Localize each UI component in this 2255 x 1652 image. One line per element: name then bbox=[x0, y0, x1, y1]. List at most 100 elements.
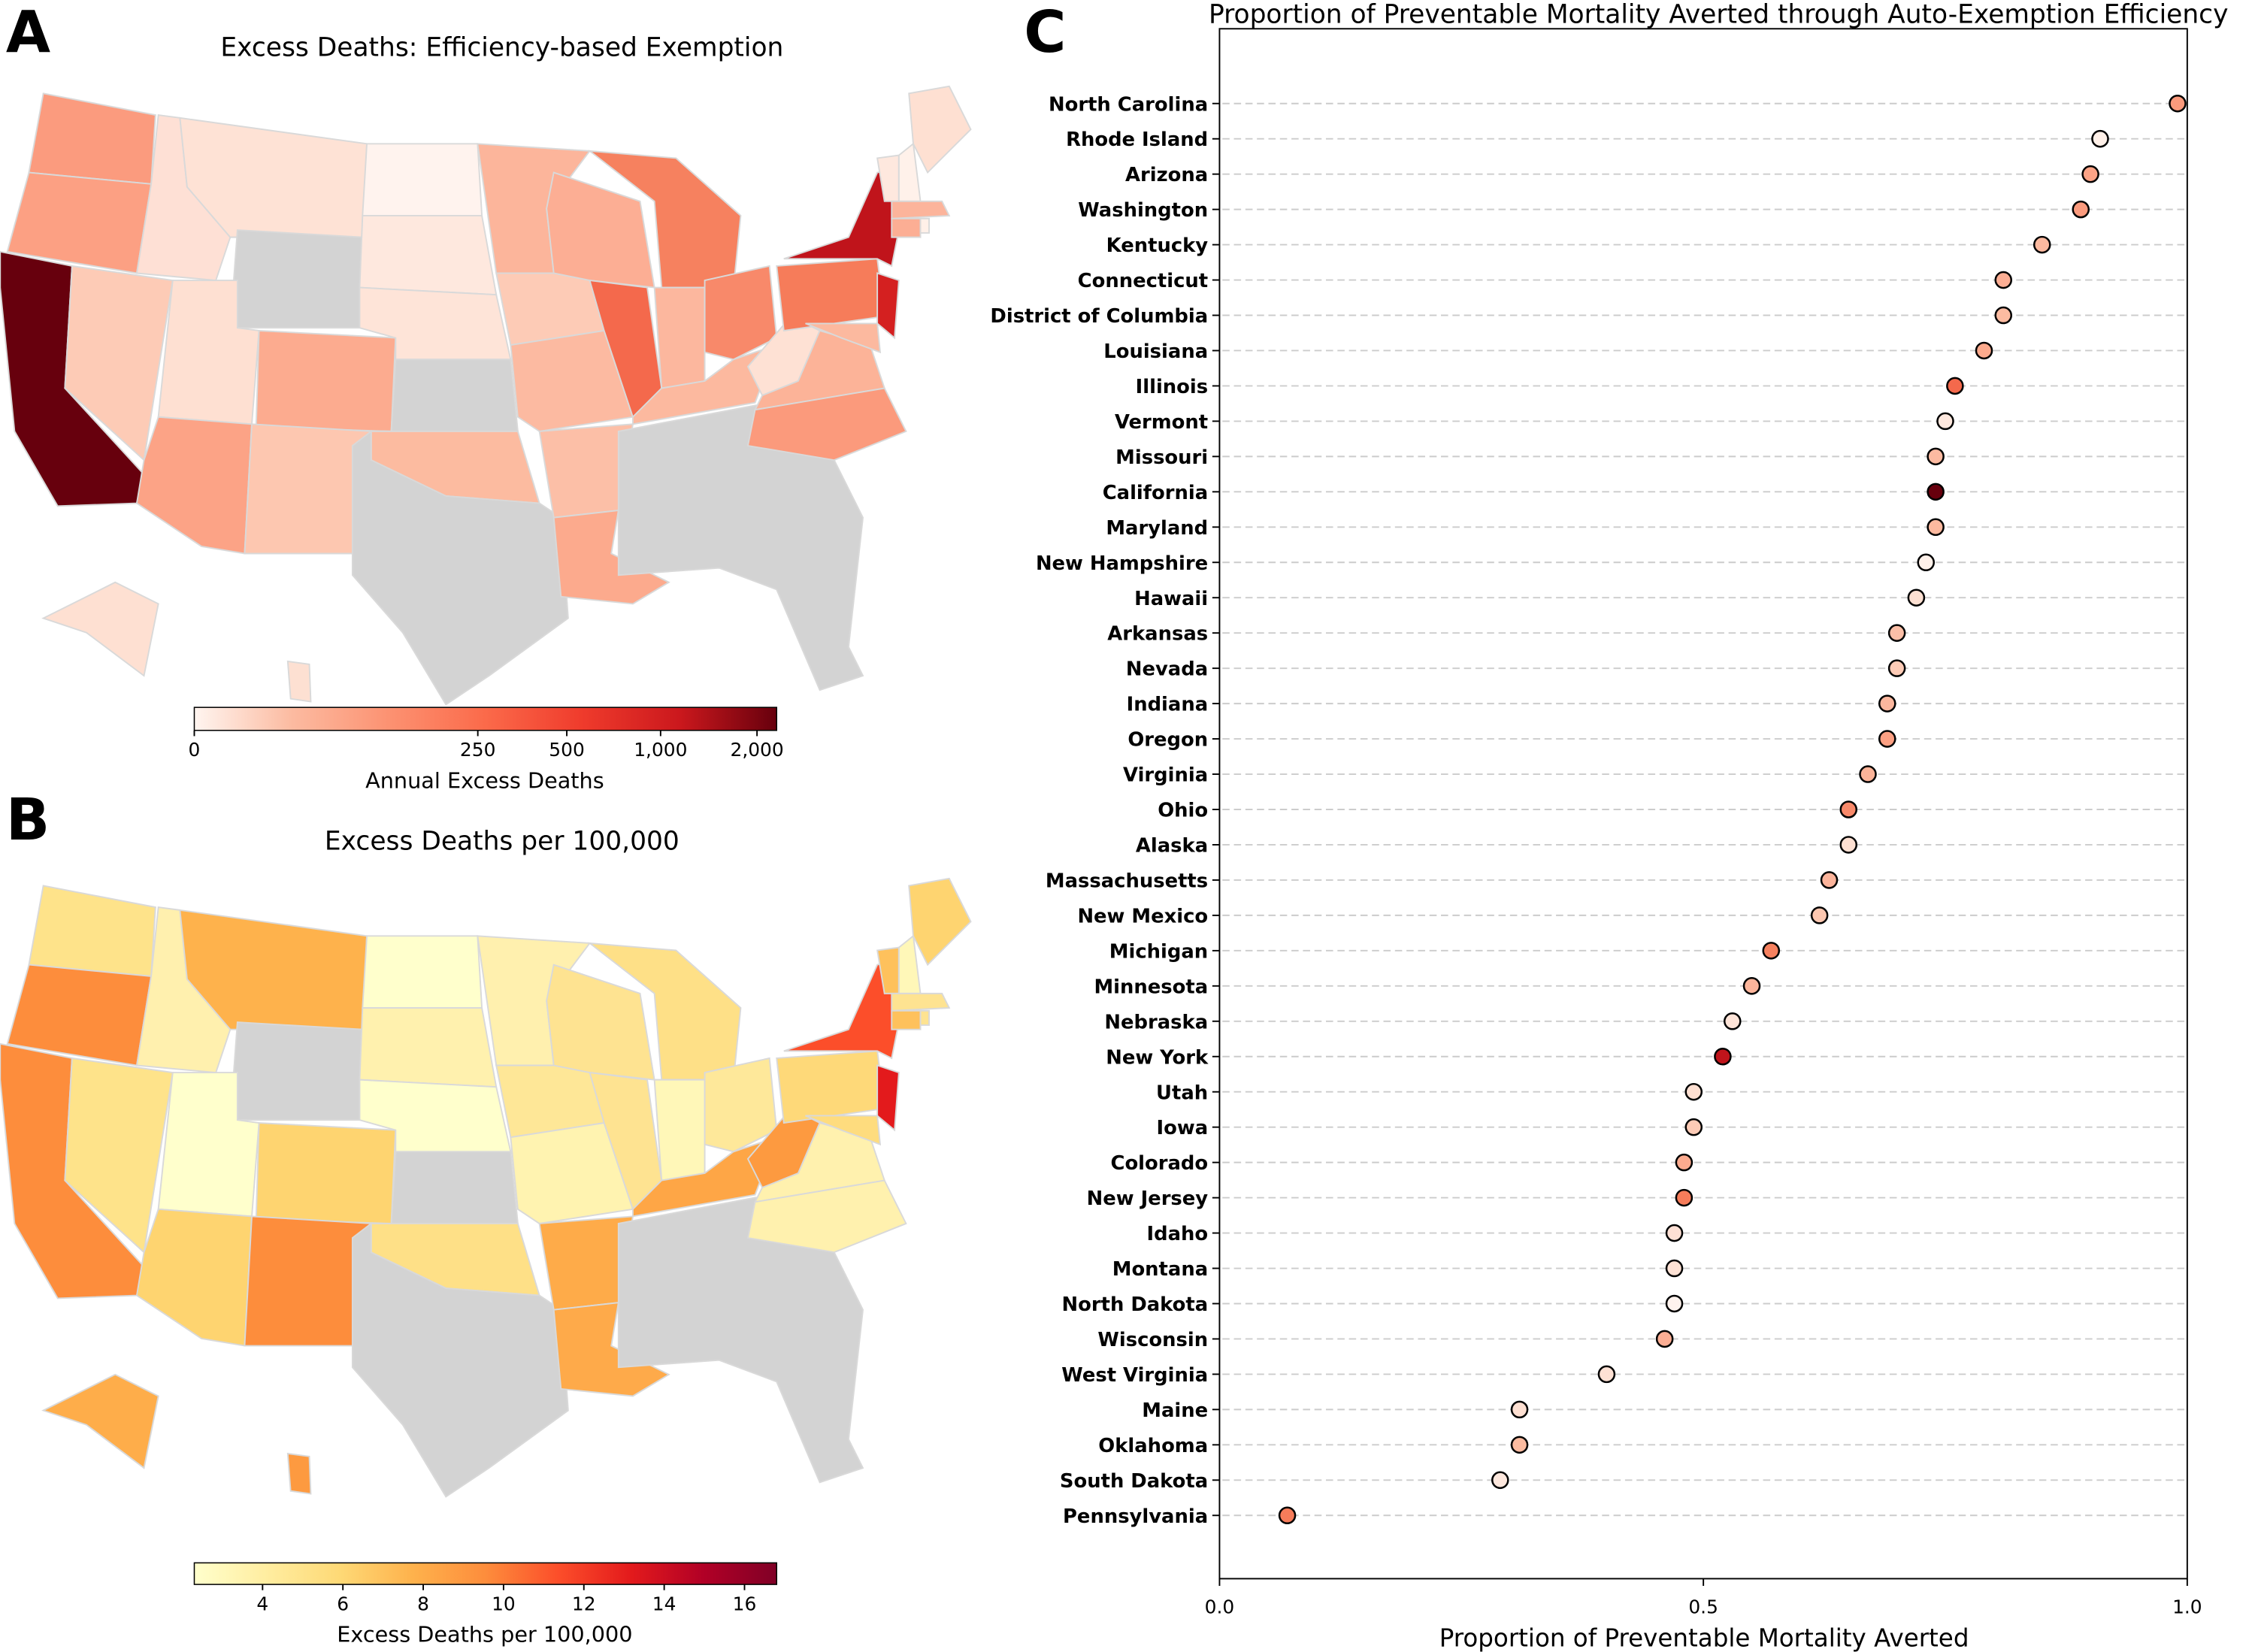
data-point bbox=[1839, 800, 1858, 818]
plot-frame bbox=[1218, 28, 2188, 1580]
colorbar-a bbox=[193, 706, 778, 731]
state-in bbox=[653, 286, 706, 389]
data-point bbox=[1878, 730, 1896, 748]
data-point bbox=[1510, 1436, 1529, 1454]
state-ma bbox=[891, 992, 951, 1012]
data-point bbox=[1724, 1012, 1742, 1030]
data-point bbox=[2072, 200, 2090, 219]
data-point bbox=[1994, 306, 2013, 325]
state-sd bbox=[359, 1007, 498, 1088]
y-tick-label: New Jersey bbox=[1087, 1188, 1209, 1210]
x-tick-label: 1.0 bbox=[2172, 1596, 2202, 1617]
data-point bbox=[2169, 94, 2187, 113]
state-md bbox=[805, 322, 882, 354]
colorbar-a-tick-label: 250 bbox=[460, 739, 495, 761]
data-point bbox=[2091, 129, 2109, 148]
state-mo bbox=[510, 1121, 634, 1224]
state-ct bbox=[891, 217, 922, 238]
y-tick-label: Washington bbox=[1078, 199, 1208, 222]
state-ky bbox=[631, 343, 778, 425]
y-tick-label: California bbox=[1103, 482, 1208, 504]
state-az bbox=[135, 416, 253, 555]
data-point bbox=[1946, 377, 1964, 395]
state-wy bbox=[229, 1021, 364, 1121]
colorbar-a-tick-label: 1,000 bbox=[634, 739, 687, 761]
y-tick-label: North Dakota bbox=[1062, 1293, 1209, 1316]
data-point bbox=[1927, 483, 1945, 501]
data-point bbox=[1975, 341, 1993, 360]
state-wi bbox=[546, 964, 655, 1081]
data-point bbox=[1927, 518, 1945, 537]
data-point bbox=[1917, 553, 1936, 572]
y-tick-label: Utah bbox=[1156, 1082, 1208, 1104]
colorbar-a-label: Annual Excess Deaths bbox=[365, 767, 604, 793]
y-tick-label: South Dakota bbox=[1060, 1470, 1208, 1493]
y-tick-label: Hawaii bbox=[1134, 588, 1208, 610]
data-point bbox=[1665, 1224, 1684, 1242]
state-ct bbox=[891, 1009, 922, 1030]
data-point bbox=[1859, 765, 1877, 783]
y-tick-label: Indiana bbox=[1127, 694, 1209, 716]
colorbar-b-tick-label: 4 bbox=[256, 1593, 268, 1615]
map-excess-deaths bbox=[0, 85, 972, 706]
data-point bbox=[1684, 1118, 1703, 1136]
state-ks bbox=[390, 359, 519, 432]
state-hi bbox=[286, 1452, 312, 1495]
y-tick-label: Virginia bbox=[1123, 764, 1208, 787]
state-nc bbox=[746, 387, 907, 461]
y-tick-label: Maine bbox=[1142, 1399, 1208, 1422]
y-tick-label: Nevada bbox=[1126, 658, 1208, 681]
state-me bbox=[908, 85, 972, 174]
data-point bbox=[2033, 235, 2051, 254]
y-tick-label: Vermont bbox=[1115, 411, 1208, 434]
data-point bbox=[1665, 1259, 1684, 1278]
colorbar-b-tick-label: 14 bbox=[652, 1593, 676, 1615]
data-point bbox=[1887, 659, 1906, 677]
y-tick-label: Connecticut bbox=[1078, 270, 1208, 292]
colorbar-b-ticks: 4 6 8 10 12 14 16 bbox=[256, 1584, 756, 1615]
colorbar-b-tick-label: 8 bbox=[417, 1593, 429, 1615]
chart-c-title: Proportion of Preventable Mortality Aver… bbox=[1209, 0, 2228, 30]
y-tick-label: Illinois bbox=[1136, 376, 1208, 398]
state-nj bbox=[876, 272, 900, 340]
state-ma bbox=[891, 200, 951, 219]
y-tick-label: Colorado bbox=[1111, 1152, 1209, 1175]
data-point bbox=[2081, 165, 2099, 183]
state-wa bbox=[28, 885, 156, 977]
colorbar-a-tick-label: 0 bbox=[189, 739, 201, 761]
y-tick-label: Idaho bbox=[1147, 1223, 1209, 1245]
data-point bbox=[1491, 1471, 1509, 1490]
data-point bbox=[1742, 977, 1761, 995]
colorbar-b-tick-label: 6 bbox=[337, 1593, 349, 1615]
data-point bbox=[1278, 1506, 1297, 1525]
data-point bbox=[1820, 871, 1839, 889]
dot-plot: North Carolina Rhode Island Arizona Washing… bbox=[990, 93, 2202, 1617]
colorbar-a-ticks: 0 250 500 1,000 2,000 bbox=[189, 730, 784, 761]
colorbar-a-tick-label: 500 bbox=[549, 739, 584, 761]
y-tick-label: Missouri bbox=[1115, 446, 1208, 469]
state-wa bbox=[28, 92, 156, 185]
map-excess-deaths-per-100k bbox=[0, 877, 972, 1498]
state-nd bbox=[362, 935, 483, 1009]
colorbar-b bbox=[193, 1562, 778, 1585]
state-pa bbox=[776, 258, 885, 332]
y-tick-label: North Carolina bbox=[1049, 93, 1208, 116]
colorbar-b-tick-label: 10 bbox=[492, 1593, 516, 1615]
colorbar-b-tick-label: 12 bbox=[572, 1593, 596, 1615]
y-tick-label: Arizona bbox=[1125, 164, 1208, 186]
x-tick-label: 0.5 bbox=[1688, 1596, 1718, 1617]
state-nc bbox=[746, 1179, 907, 1254]
state-co bbox=[255, 1122, 397, 1224]
data-point bbox=[1762, 942, 1781, 960]
map-a-title: Excess Deaths: Efficiency-based Exemptio… bbox=[220, 33, 783, 63]
y-tick-label: Ohio bbox=[1158, 800, 1208, 822]
panel-letter-a: A bbox=[6, 0, 50, 66]
y-tick-label: Massachusetts bbox=[1046, 870, 1208, 892]
y-tick-label: Pennsylvania bbox=[1063, 1505, 1208, 1528]
data-point bbox=[1810, 906, 1829, 924]
state-ks bbox=[390, 1151, 519, 1224]
data-point bbox=[1675, 1188, 1694, 1207]
y-tick-label: Alaska bbox=[1136, 835, 1208, 858]
state-co bbox=[255, 329, 397, 432]
